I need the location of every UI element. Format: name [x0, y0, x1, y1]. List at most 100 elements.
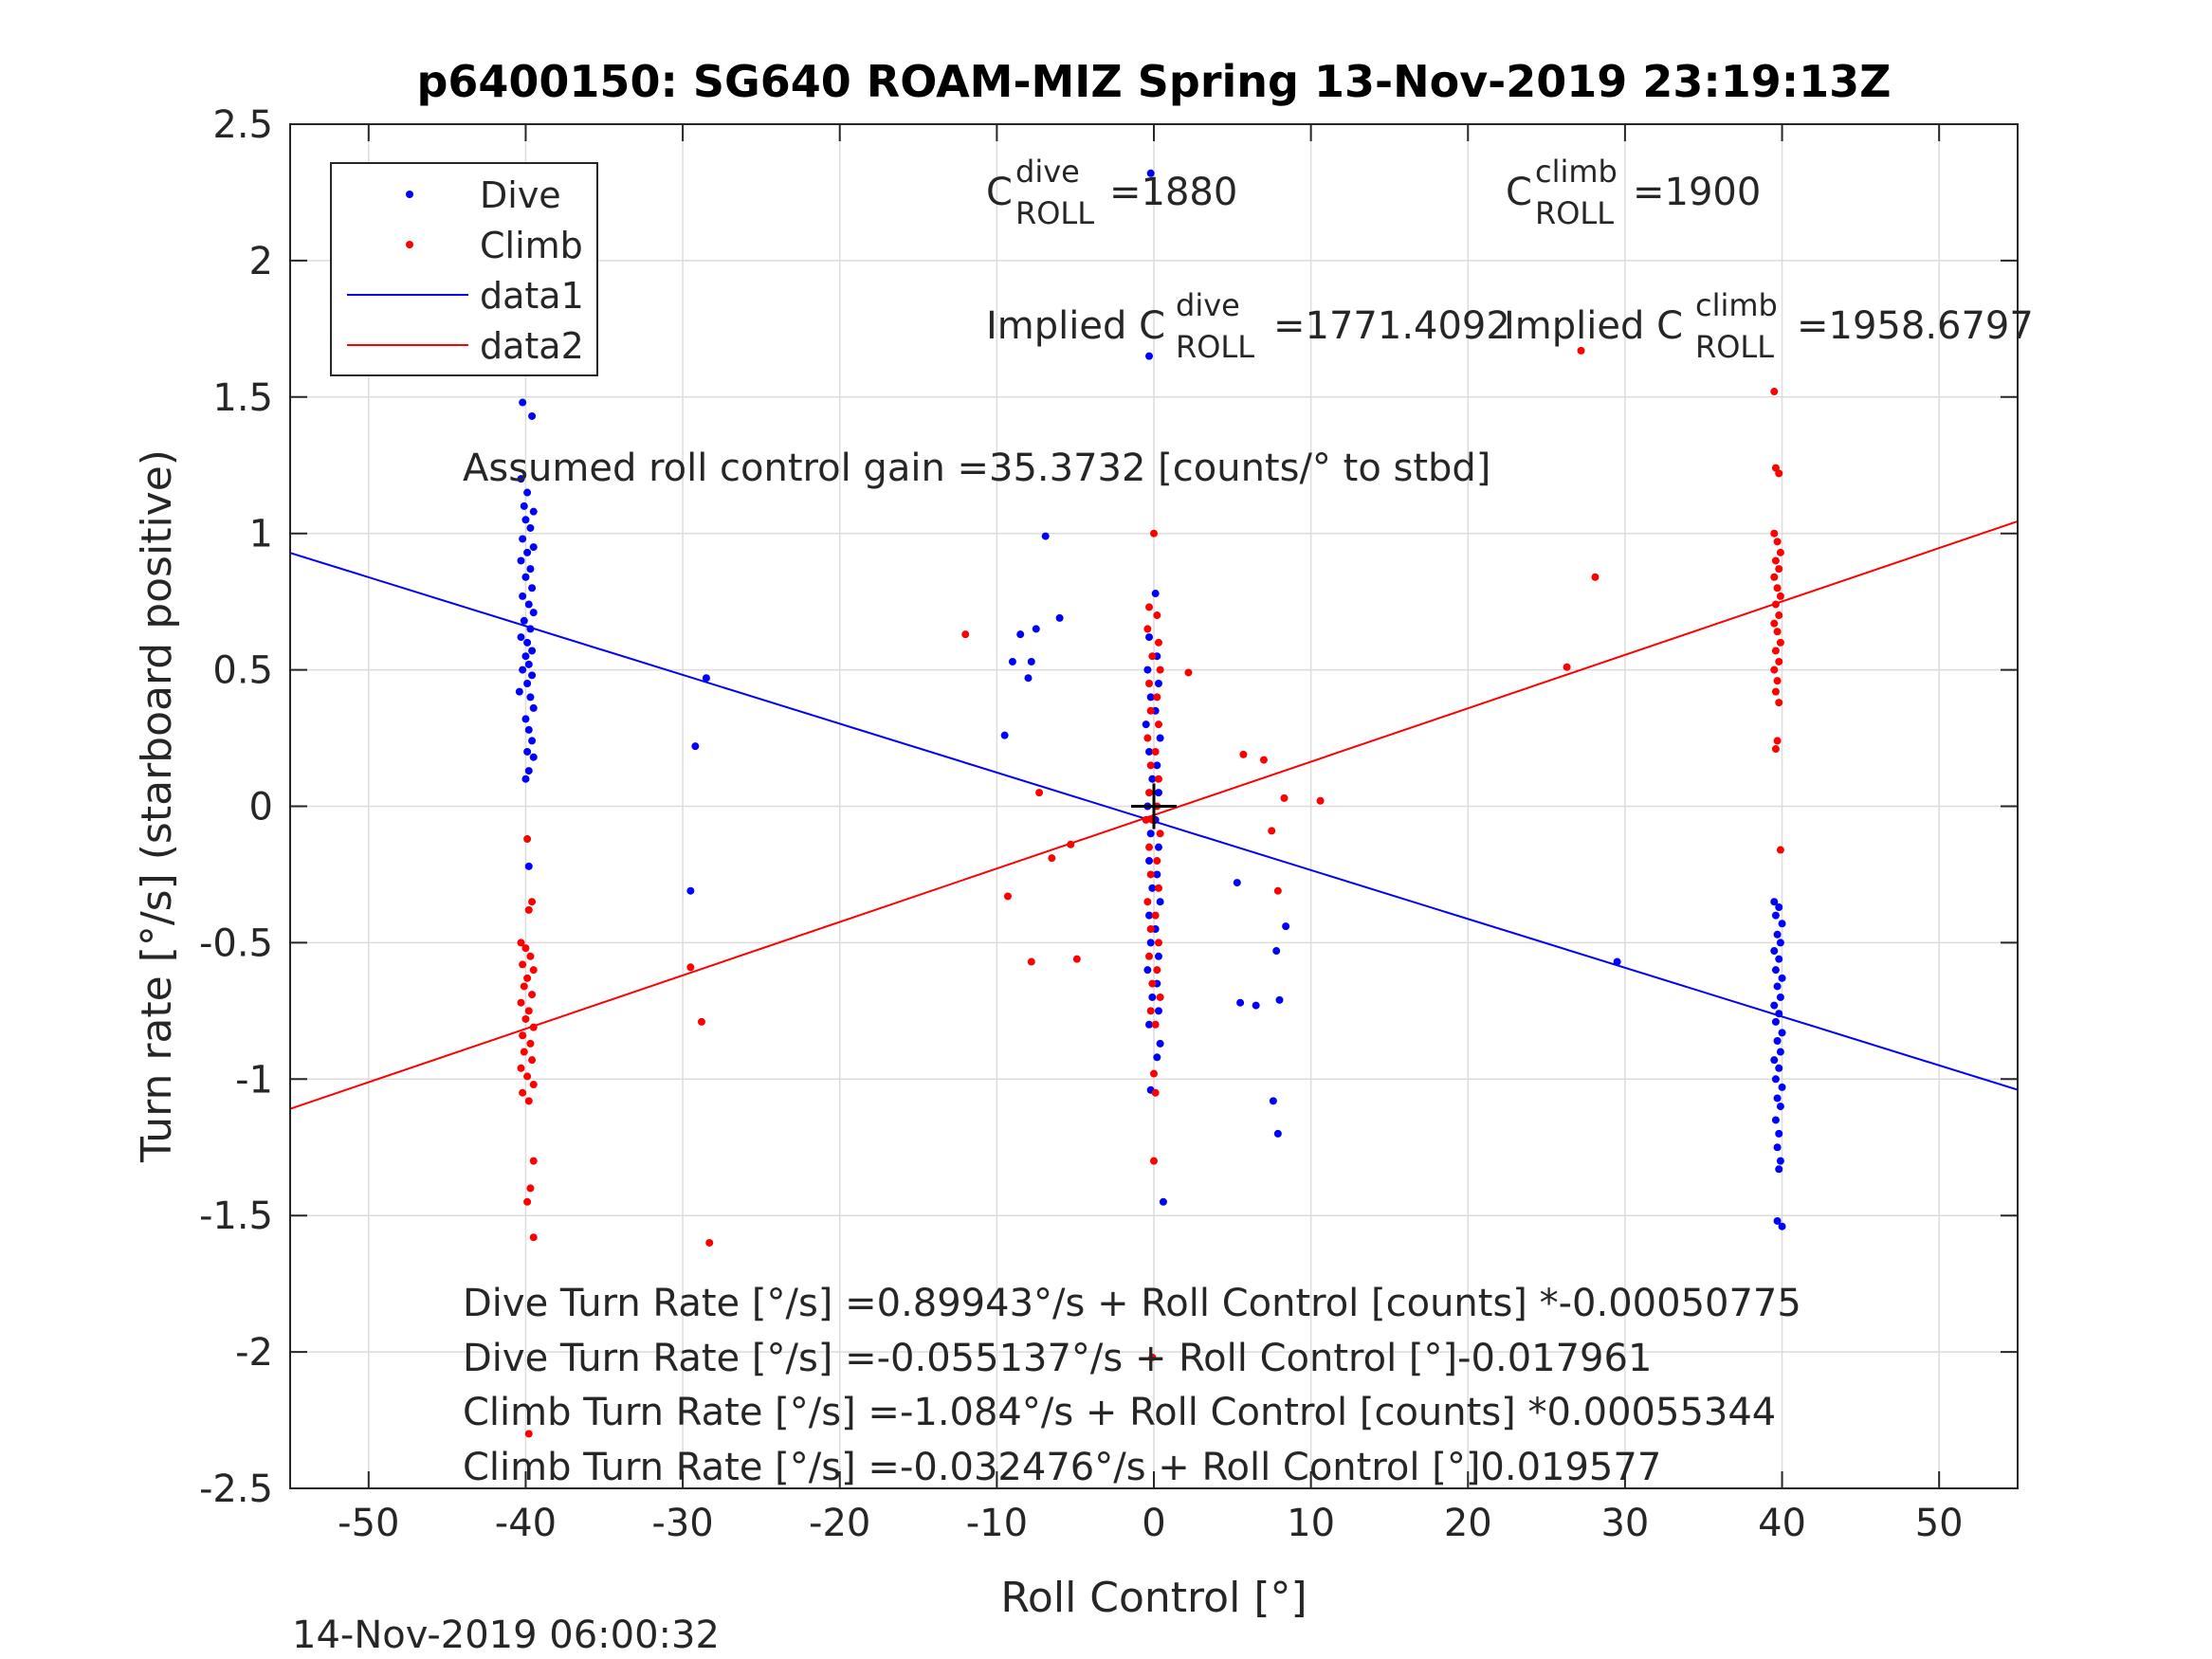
point-dive	[1154, 952, 1162, 960]
point-dive	[521, 573, 530, 581]
point-dive	[1153, 1053, 1161, 1062]
x-tick-label: 20	[1444, 1502, 1492, 1545]
legend-box	[330, 162, 598, 376]
point-climb	[1771, 556, 1780, 565]
point-climb	[1154, 939, 1162, 947]
point-dive	[1154, 843, 1162, 851]
point-dive	[702, 674, 710, 683]
point-dive	[1000, 731, 1009, 739]
point-dive	[691, 742, 700, 751]
y-tick-label: 2.5	[212, 103, 273, 147]
legend-label: data1	[480, 275, 584, 317]
point-climb	[1776, 846, 1784, 854]
point-dive	[523, 488, 532, 497]
point-climb	[1146, 761, 1155, 770]
point-dive	[686, 886, 695, 895]
point-dive	[1771, 1017, 1780, 1026]
point-climb	[1770, 388, 1779, 396]
point-climb	[529, 1023, 538, 1031]
point-dive	[1773, 930, 1782, 939]
point-dive	[520, 616, 528, 625]
point-climb	[1156, 993, 1164, 1001]
point-climb	[524, 905, 533, 914]
point-dive	[524, 862, 533, 870]
point-climb	[1035, 789, 1044, 797]
point-dive	[1778, 1222, 1786, 1231]
fit-equation: Climb Turn Rate [°/s] =-1.084°/s + Roll …	[463, 1391, 1776, 1434]
point-dive	[1233, 879, 1241, 887]
y-tick-label: 1	[249, 513, 273, 556]
point-climb	[519, 1088, 527, 1097]
point-dive	[523, 548, 532, 556]
point-climb	[1145, 952, 1154, 960]
x-axis-label: Roll Control [°]	[1000, 1574, 1307, 1622]
point-climb	[1048, 854, 1056, 863]
point-dive	[1778, 1083, 1786, 1091]
point-dive	[529, 609, 538, 617]
point-climb	[1771, 600, 1780, 609]
point-climb	[1151, 1088, 1160, 1097]
point-dive	[519, 592, 527, 600]
point-dive	[515, 687, 523, 696]
annotation-gain: Assumed roll control gain =35.3732 [coun…	[463, 447, 1490, 490]
point-dive	[1146, 939, 1155, 947]
fit-equation: Dive Turn Rate [°/s] =-0.055137°/s + Rol…	[463, 1337, 1652, 1380]
legend-label: Dive	[480, 174, 561, 216]
point-climb	[1259, 756, 1268, 764]
point-dive	[1145, 747, 1154, 756]
point-dive	[1773, 1143, 1782, 1152]
point-climb	[523, 974, 532, 982]
point-dive	[1151, 590, 1160, 598]
point-climb	[529, 1081, 538, 1089]
point-dive	[1236, 998, 1245, 1007]
point-climb	[1770, 573, 1779, 581]
point-dive	[1146, 830, 1155, 838]
legend-marker	[406, 191, 413, 198]
point-climb	[1239, 750, 1248, 758]
point-dive	[528, 584, 537, 592]
point-climb	[520, 1048, 528, 1056]
point-climb	[528, 898, 537, 906]
point-dive	[1775, 902, 1783, 911]
point-climb	[1773, 677, 1782, 685]
point-climb	[528, 1056, 537, 1065]
point-climb	[1773, 584, 1782, 592]
point-climb	[1775, 699, 1783, 707]
point-dive	[1776, 993, 1784, 1001]
point-dive	[1770, 1001, 1779, 1010]
point-climb	[521, 944, 530, 953]
svg-text:C: C	[986, 171, 1013, 214]
point-dive	[1024, 674, 1033, 683]
point-climb	[519, 1031, 527, 1040]
point-dive	[524, 600, 533, 609]
point-dive	[1776, 1103, 1784, 1111]
point-climb	[519, 960, 527, 969]
point-dive	[1032, 625, 1040, 633]
point-climb	[1563, 663, 1571, 671]
point-dive	[524, 767, 533, 775]
point-dive	[1770, 947, 1779, 956]
point-climb	[1146, 706, 1155, 715]
point-dive	[524, 660, 533, 668]
point-dive	[523, 679, 532, 687]
point-climb	[1146, 925, 1155, 934]
svg-text:ROLL: ROLL	[1176, 329, 1254, 365]
svg-text:=1958.6797: =1958.6797	[1797, 304, 2034, 348]
legend-label: Climb	[480, 225, 583, 266]
point-dive	[523, 638, 532, 647]
point-dive	[1154, 1007, 1162, 1015]
y-tick-label: 0.5	[212, 649, 273, 693]
point-dive	[1027, 657, 1035, 665]
point-climb	[1145, 603, 1154, 611]
point-climb	[1150, 529, 1158, 538]
point-climb	[1775, 611, 1783, 620]
point-dive	[521, 715, 530, 723]
point-dive	[524, 725, 533, 734]
chart-title: p6400150: SG640 ROAM-MIZ Spring 13-Nov-2…	[416, 56, 1891, 107]
svg-text:Implied C: Implied C	[986, 304, 1165, 348]
point-dive	[1776, 1157, 1784, 1165]
point-dive	[528, 737, 537, 745]
point-dive	[526, 565, 535, 574]
point-dive	[1041, 532, 1050, 540]
